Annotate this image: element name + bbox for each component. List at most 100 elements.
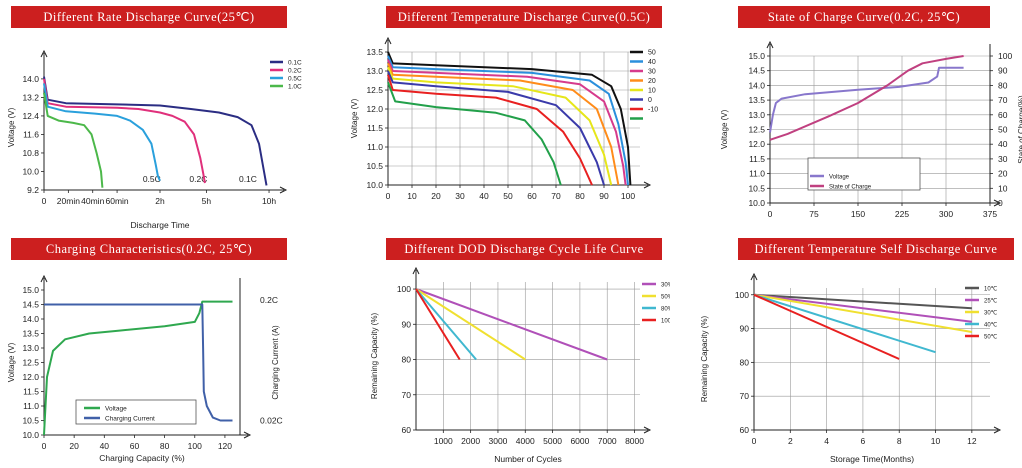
legend-label: 0.1C [288,60,302,67]
y-tick-label: 13.0 [748,110,765,120]
y-tick-label: 11.5 [367,123,383,133]
y-tick-label: 10.5 [748,183,765,193]
x-tick-label: 0 [752,436,757,446]
y-tick-label: 10.0 [22,166,39,176]
y2-tick-label: 60 [998,110,1008,120]
y-tick-label: 12.5 [748,125,765,135]
y-tick-label: 14.0 [22,314,39,324]
x-tick-label: 10 [931,436,941,446]
chart-self-discharge: 60 70 80 90 100 0 2 4 6 8 10 12 Remaining Capacity (… [700,272,1002,464]
x-tick-label: 150 [851,209,865,219]
x-tick-label: 3000 [488,436,507,446]
chart-title-rate-discharge: Different Rate Discharge Curve(25℃) [11,6,287,28]
y-tick-label: 10.0 [22,430,39,440]
legend-label: 40 [648,59,656,66]
x-tick-label: 0 [42,196,47,206]
series-line [43,300,233,436]
y2-tick-label: 70 [998,95,1008,105]
series-line [387,59,627,186]
y-tick-label: 9.2 [27,185,39,195]
x-tick-label: 300 [939,209,953,219]
legend-label: State of Charge [829,185,872,191]
x-axis-arrow [993,199,1002,207]
y-tick-label: 10.0 [366,180,383,190]
series-line [387,70,605,186]
y-tick-label: 12.0 [366,104,383,114]
legend-label: 10 [648,88,656,95]
x-axis-arrow [643,426,652,434]
series-line [387,55,629,186]
y-tick-label: 14.0 [22,74,39,84]
x-axis-arrow [643,181,652,189]
y-tick-label: 100 [735,290,749,300]
y-tick-label: 12.0 [748,139,765,149]
legend-label: 25℃ [984,299,998,305]
annotation: 0.2C [189,174,207,184]
x-tick-label: 8000 [625,436,644,446]
y2-tick-label: 50 [998,125,1008,135]
chart-title-state-of-charge: State of Charge Curve(0.2C, 25℃) [738,6,990,28]
x-tick-label: 5000 [543,436,562,446]
y-tick-label: 15.0 [748,51,765,61]
x-tick-label: 50 [503,191,513,201]
chart-dod-cycle-life: 60 70 80 90 100 1000 2000 3000 4000 5000 6000 7000 8… [370,266,670,464]
x-axis-arrow [243,431,252,439]
x-axis-label: Storage Time(Months) [830,454,914,464]
y-tick-label: 13.0 [366,66,383,76]
y-axis-arrow [766,40,774,49]
series-line [387,51,632,186]
x-tick-label: 90 [599,191,609,201]
y-tick-label: 11.5 [23,387,39,397]
y-axis-label: Voltage (V) [720,109,729,149]
x-tick-label: 60min [106,196,129,206]
x-tick-label: 12 [967,436,977,446]
series-line [387,74,593,186]
legend-label: 80% [661,307,670,313]
y2-tick-label: 10 [998,183,1008,193]
series-line [387,63,620,186]
chart-title-dod-cycle-life: Different DOD Discharge Cycle Life Curve [386,238,662,260]
y-tick-label: 80 [402,355,412,365]
legend-label: 50℃ [984,335,998,341]
series-line [415,288,477,361]
legend-label: 30℃ [984,311,998,317]
y-tick-label: 10.8 [22,148,39,158]
legend-label: 30 [648,69,656,76]
legend-label: 30% [661,283,670,289]
x-tick-label: 10h [262,196,276,206]
x-tick-label: 70 [551,191,561,201]
series-line [753,293,972,323]
y-tick-label: 11.0 [23,401,39,411]
x-tick-label: 1000 [434,436,453,446]
chart-charging-characteristics: 10.0 10.5 11.0 11.5 12.0 12.5 13.0 13.5 14.0 14.5… [7,274,283,463]
y-tick-label: 11.6 [23,129,39,139]
legend-label: Charging Current [105,416,155,423]
right-tick-label: 0.2C [260,295,278,305]
legend-label: -10 [648,107,658,114]
legend-label: 1.0C [288,84,302,91]
chart-rate-discharge: 9.2 10.0 10.8 11.6 12.4 13.2 14.0 0 20min 40min 60… [7,49,302,230]
series-line [415,288,526,361]
y-axis-label: Remaining Capacity (%) [370,313,379,400]
x-tick-label: 20 [431,191,441,201]
y2-tick-label: 100 [998,51,1012,61]
y-tick-label: 13.0 [22,343,39,353]
chart-temperature-discharge: 10.0 10.5 11.0 11.5 12.0 12.5 13.0 13.5 0 10 20 30 4… [350,36,658,201]
x-tick-label: 0 [42,441,47,451]
y-tick-label: 10.5 [366,161,383,171]
series-line [753,293,900,360]
y-tick-label: 12.4 [22,111,39,121]
y2-tick-label: 0 [998,198,1003,208]
x-tick-label: 6000 [570,436,589,446]
y-tick-label: 11.0 [367,142,383,152]
y-axis-label: Voltage (V) [7,342,16,382]
x-tick-label: 10 [407,191,417,201]
chart-title-self-discharge: Different Temperature Self Discharge Cur… [738,238,1014,260]
x-tick-label: 60 [130,441,140,451]
series-line [43,83,161,182]
series-line [44,303,233,422]
x-axis-label: Discharge Time [130,220,189,230]
y-tick-label: 80 [740,357,750,367]
y2-axis-label: State of Charge(%) [1017,95,1022,164]
legend-label: 0.5C [288,76,302,83]
